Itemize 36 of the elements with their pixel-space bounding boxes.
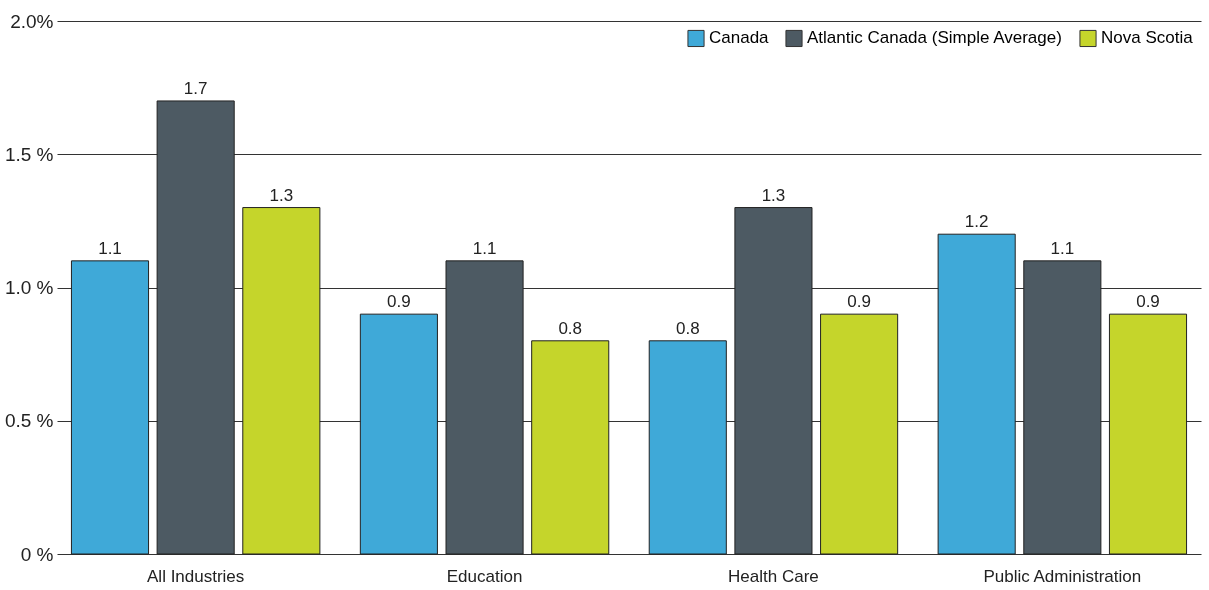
x-tick-label: All Industries: [147, 566, 245, 586]
data-label: 1.2: [964, 212, 989, 232]
bar: [445, 260, 524, 555]
bar: [242, 207, 321, 555]
data-label: 1.3: [761, 185, 786, 205]
y-tick-label: 0 %: [20, 543, 54, 565]
bar: [70, 260, 150, 555]
bar: [937, 233, 1016, 555]
data-label: 0.8: [558, 318, 583, 338]
data-label: 1.3: [269, 185, 294, 205]
y-tick-label: 1.0 %: [4, 277, 54, 298]
bar: [648, 340, 727, 555]
y-tick-label: 1.5 %: [4, 143, 54, 165]
bar: [820, 313, 899, 555]
data-label: 1.1: [1050, 238, 1075, 258]
data-label: 0.9: [847, 292, 871, 312]
data-label: 0.8: [675, 318, 700, 338]
data-label: 1.1: [472, 238, 497, 258]
data-label: 1.7: [183, 78, 208, 98]
bar: [1023, 260, 1102, 555]
bar: [531, 340, 610, 555]
data-label: 0.9: [387, 292, 411, 312]
bar: [156, 100, 235, 555]
legend-label: Nova Scotia: [1101, 28, 1194, 48]
x-tick-label: Public Administration: [983, 566, 1142, 586]
bar: [359, 313, 438, 555]
bar: [1108, 313, 1188, 555]
data-label: 1.1: [98, 238, 122, 258]
x-tick-label: Health Care: [728, 566, 819, 586]
data-label: 0.9: [1136, 292, 1160, 312]
y-tick-label: 2.0%: [10, 10, 54, 32]
y-tick-label: 0.5 %: [4, 410, 54, 432]
legend-label: Atlantic Canada (Simple Average): [807, 28, 1062, 48]
x-tick-label: Education: [446, 566, 523, 586]
bar: [734, 207, 813, 555]
legend-label: Canada: [709, 28, 770, 48]
